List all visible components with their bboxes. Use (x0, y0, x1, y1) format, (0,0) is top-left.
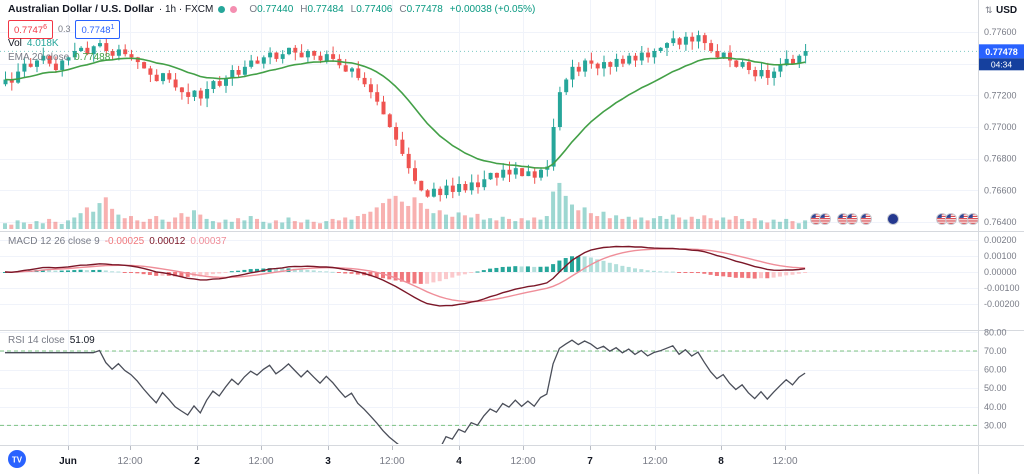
buy-price-main: 0.7748 (81, 25, 111, 37)
svg-text:0.76800: 0.76800 (984, 154, 1017, 164)
svg-text:80.00: 80.00 (984, 327, 1007, 337)
svg-text:8: 8 (718, 456, 724, 467)
svg-text:60.00: 60.00 (984, 365, 1007, 375)
svg-text:Jun: Jun (59, 456, 77, 467)
us-flag-icon[interactable] (810, 213, 822, 225)
price-scale[interactable] (979, 0, 1024, 474)
sell-price-main: 0.7747 (14, 25, 44, 37)
svg-text:12:00: 12:00 (642, 456, 667, 467)
svg-text:30.00: 30.00 (984, 420, 1007, 430)
svg-text:0.76400: 0.76400 (984, 217, 1017, 227)
svg-text:12:00: 12:00 (510, 456, 535, 467)
ema-value: 0.77488 (74, 52, 111, 63)
rsi-value: 51.09 (69, 335, 95, 346)
svg-text:2: 2 (194, 456, 200, 467)
sell-price-sup: 6 (43, 24, 47, 31)
svg-text:0.00000: 0.00000 (984, 267, 1017, 277)
ema-line[interactable] (4, 56, 806, 169)
high-label: H (300, 4, 308, 15)
high-value: 0.77484 (307, 4, 344, 15)
change-value: +0.00038 (+0.05%) (449, 4, 536, 15)
time-scale[interactable]: Jun 12:00 2 12:00 3 12:00 4 12:00 7 12:00 8 12:00 (59, 446, 798, 467)
buy-price-sup: 1 (110, 24, 115, 31)
us-flag-icon[interactable] (945, 213, 957, 225)
ema-legend[interactable]: EMA 20 close 0.77488 (8, 51, 110, 64)
macd-legend[interactable]: MACD 12 26 close 9 -0.00025 0.00012 0.00… (8, 235, 227, 248)
svg-text:12:00: 12:00 (248, 456, 273, 467)
us-flag-icon[interactable] (837, 213, 849, 225)
us-flag-icon[interactable] (967, 213, 979, 225)
symbol-legend: Australian Dollar / U.S. Dollar · 1h · F… (8, 3, 535, 16)
ema-label: EMA 20 close (8, 52, 70, 63)
gridlines-layer (0, 0, 978, 446)
eu-flag-icon[interactable] (887, 213, 899, 225)
event-markers[interactable] (810, 213, 979, 225)
close-label: C (399, 4, 407, 15)
symbol-meta: · 1h · FXCM (158, 4, 214, 15)
status-dot-pink-icon (230, 6, 238, 13)
rsi-title: RSI 14 close (8, 335, 65, 346)
svg-text:12:00: 12:00 (379, 456, 404, 467)
svg-text:3: 3 (325, 456, 331, 467)
us-flag-icon[interactable] (846, 213, 858, 225)
candles-layer[interactable] (3, 30, 808, 202)
status-dot-teal-icon (218, 6, 226, 13)
svg-text:0.00200: 0.00200 (984, 235, 1017, 245)
macd-histogram (3, 256, 808, 284)
svg-text:7: 7 (587, 456, 593, 467)
macd-title: MACD 12 26 close 9 (8, 236, 100, 247)
symbol-title[interactable]: Australian Dollar / U.S. Dollar (8, 3, 154, 15)
axis-arrows-icon[interactable]: ⇅ (985, 5, 993, 15)
volume-value: 4.018K (26, 38, 59, 49)
us-flag-icon[interactable] (860, 213, 872, 225)
us-flag-icon[interactable] (819, 213, 831, 225)
sell-price-button[interactable]: 0.77476 (8, 20, 53, 40)
rsi-legend[interactable]: RSI 14 close 51.09 (8, 334, 95, 347)
macd-line-value: 0.00012 (149, 236, 186, 247)
svg-text:70.00: 70.00 (984, 346, 1007, 356)
svg-text:-0.00100: -0.00100 (984, 283, 1020, 293)
tradingview-logo[interactable]: TV (8, 450, 26, 468)
open-value: 0.77440 (257, 4, 294, 15)
open-label: O (249, 4, 258, 15)
svg-text:-0.00200: -0.00200 (984, 299, 1020, 309)
macd-hist-value: -0.00025 (104, 236, 145, 247)
volume-legend[interactable]: Vol 4.018K (8, 37, 59, 50)
macd-line[interactable] (4, 245, 806, 307)
svg-text:4: 4 (456, 456, 462, 467)
svg-text:50.00: 50.00 (984, 383, 1007, 393)
axis-labels: 0.776000.774000.772000.770000.768000.766… (984, 27, 1020, 430)
low-value: 0.77406 (356, 4, 393, 15)
svg-text:0.77200: 0.77200 (984, 90, 1017, 100)
low-label: L (350, 4, 357, 15)
us-flag-icon[interactable] (936, 213, 948, 225)
currency-toggle[interactable]: USD (996, 5, 1017, 16)
us-flag-icon[interactable] (958, 213, 970, 225)
ohlc-values: O 0.77440 H 0.77484 L 0.77406 C 0.77478 +0.0… (242, 3, 535, 16)
svg-text:12:00: 12:00 (117, 456, 142, 467)
close-value: 0.77478 (406, 4, 443, 15)
macd-signal-value: 0.00037 (190, 236, 227, 247)
svg-text:0.00100: 0.00100 (984, 251, 1017, 261)
svg-text:12:00: 12:00 (772, 456, 797, 467)
svg-text:04:34: 04:34 (991, 59, 1013, 69)
spread-value: 0.3 (57, 24, 71, 35)
current-price-label[interactable]: 0.77478 04:34 (979, 44, 1024, 71)
svg-text:TV: TV (12, 456, 23, 465)
svg-text:0.76600: 0.76600 (984, 185, 1017, 195)
volume-layer (3, 182, 808, 229)
volume-label: Vol (8, 38, 22, 49)
countdown-label (979, 58, 1024, 71)
svg-text:40.00: 40.00 (984, 402, 1007, 412)
quote-widget: 0.77476 0.3 0.77481 (8, 20, 121, 40)
buy-price-button[interactable]: 0.77481 (75, 20, 121, 40)
svg-text:0.77000: 0.77000 (984, 122, 1017, 132)
svg-text:0.77600: 0.77600 (984, 27, 1017, 37)
rsi-line[interactable] (5, 339, 806, 458)
svg-text:0.77478: 0.77478 (985, 47, 1018, 57)
